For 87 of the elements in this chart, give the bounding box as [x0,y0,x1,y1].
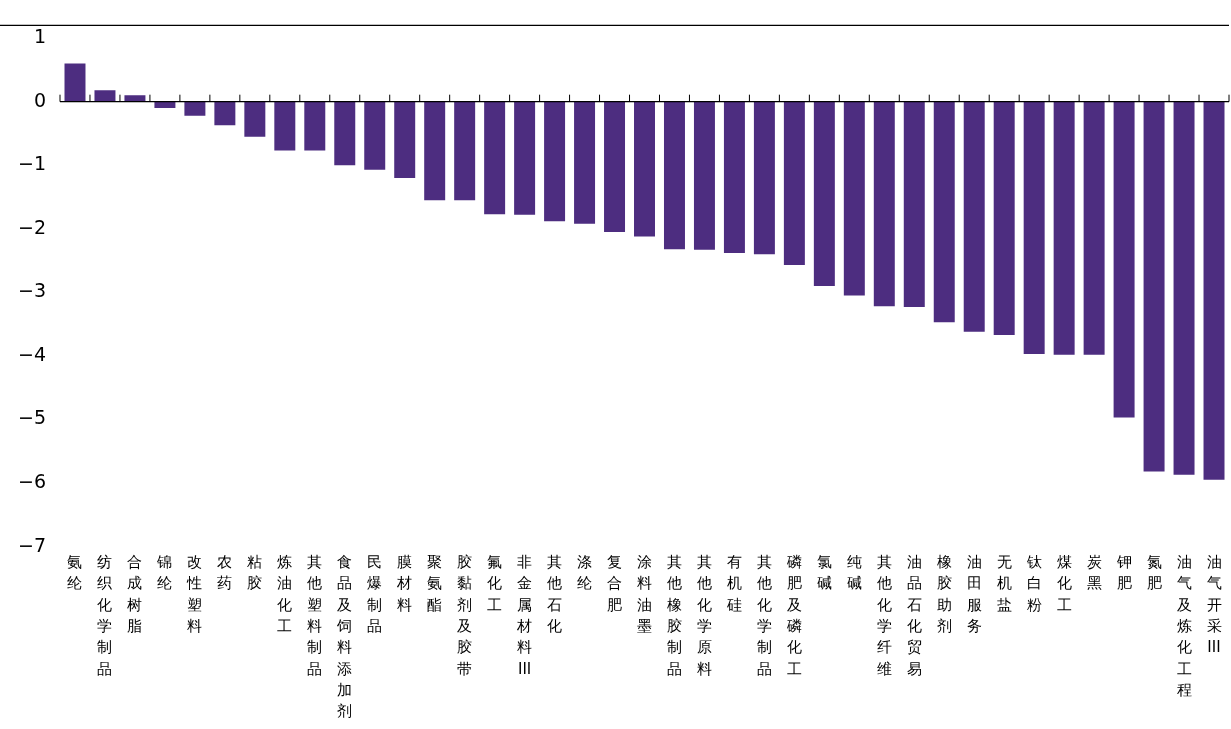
bar [1173,101,1195,475]
bar [274,101,296,151]
bar [514,101,536,215]
x-tick-label: 无机盐 [996,553,1012,614]
y-tick-label: −1 [17,152,47,175]
y-tick-label: −6 [17,469,47,492]
bar [813,101,835,286]
x-tick-label: 氨纶 [67,553,83,593]
bar [334,101,356,166]
x-tick-label: 复合肥 [607,553,623,614]
x-tick-label: 其他橡胶制品 [666,553,682,678]
x-tick-label: 油气及炼化工程 [1176,553,1192,699]
x-tick-label: 钾肥 [1115,553,1132,593]
x-tick-label: 聚氨酯 [427,553,443,614]
bar [1113,101,1135,418]
bar [364,101,386,170]
x-tick-label: 氯碱 [816,553,832,593]
y-tick-label: −2 [17,215,47,238]
x-tick-label: 炭黑 [1086,553,1102,593]
bar [604,101,626,232]
x-tick-label: 合成树脂 [127,553,143,636]
bar [753,101,775,255]
bar [484,101,506,215]
bar [544,101,566,222]
x-tick-label: 改性塑料 [186,553,203,636]
bar [663,101,685,250]
bar [843,101,865,296]
bar [933,101,955,323]
bar [873,101,895,307]
bar [693,101,715,250]
bar [993,101,1015,335]
x-tick-label: 油品石化贸易 [906,553,922,678]
x-tick-label: 胶黏剂及胶带 [457,553,473,678]
bar [424,101,446,201]
x-tick-label: 氮肥 [1146,553,1162,593]
bar [1143,101,1165,472]
bar [574,101,596,224]
x-tick-label: 纯碱 [846,553,862,593]
x-tick-label: 膜材料 [396,553,413,614]
x-tick-label: 油气开采III [1206,553,1222,657]
x-tick-label: 其他化学原料 [696,553,712,678]
bar [244,101,266,137]
bar [634,101,655,237]
x-tick-label: 煤化工 [1056,553,1072,614]
bar [154,101,176,109]
x-tick-label: 纺织化学制品 [97,553,113,678]
bar [1053,101,1075,355]
bar [184,101,206,116]
x-tick-label: 其他化学纤维 [876,553,892,678]
bar [903,101,925,307]
x-tick-label: 涤纶 [577,553,593,593]
bar [304,101,326,151]
x-tick-label: 钛白粉 [1025,553,1042,614]
x-tick-label: 氟化工 [487,553,503,614]
bar [124,95,146,102]
x-tick-label: 其他塑料制品 [307,553,323,678]
bar [1023,101,1045,355]
y-tick-label: 1 [33,25,47,48]
x-tick-label: 农药 [217,553,233,593]
x-tick-label: 橡胶助剂 [936,553,952,636]
x-tick-label: 磷肥及磷化工 [785,553,802,678]
x-tick-label: 其他化学制品 [756,553,772,678]
x-tick-label: 油田服务 [966,553,982,636]
y-tick-label: −5 [17,406,47,429]
bar [1203,101,1225,480]
bar [963,101,985,332]
x-tick-label: 锦纶 [156,553,173,593]
bar [64,63,86,102]
x-tick-label: 食品及饲料添加剂 [336,553,353,721]
bar [723,101,745,253]
bar [394,101,416,178]
x-tick-label: 炼油化工 [277,553,293,636]
y-tick-label: −7 [17,533,47,556]
bar [454,101,476,201]
y-tick-label: −3 [17,279,47,302]
bar [214,101,236,126]
bar [1083,101,1105,355]
y-tick-label: −4 [17,342,47,365]
x-tick-label: 粘胶 [247,553,263,593]
bar [94,90,116,102]
x-tick-label: 有机硅 [725,553,742,614]
x-tick-label: 涂料油墨 [637,553,652,636]
bar [783,101,805,266]
x-tick-label: 民爆制品 [367,553,383,636]
x-tick-label: 其他石化 [547,553,563,636]
y-tick-label: 0 [33,88,47,111]
x-tick-label: 非金属材料III [516,553,533,678]
